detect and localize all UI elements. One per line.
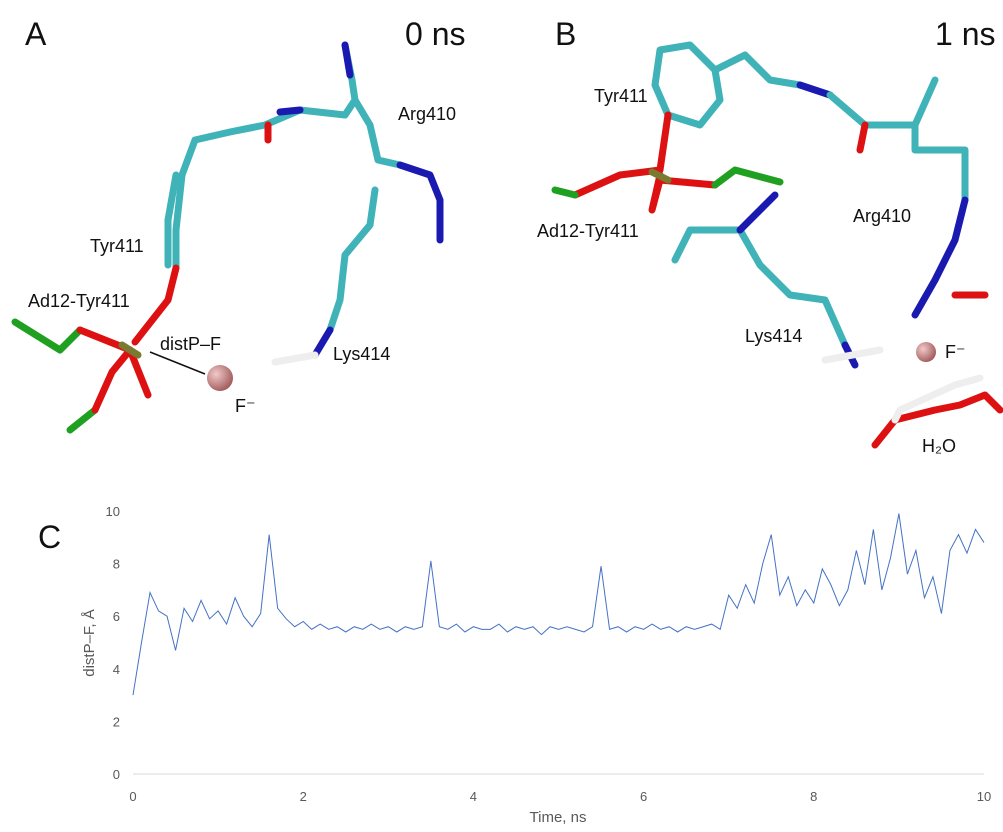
panel-time: 0 ns — [405, 16, 465, 52]
y-tick-label: 2 — [113, 714, 120, 729]
data-line — [133, 514, 984, 695]
y-tick-label: 8 — [113, 557, 120, 572]
label: F⁻ — [235, 396, 256, 416]
y-tick-label: 0 — [113, 767, 120, 782]
label: Arg410 — [853, 206, 911, 226]
plot: 0 2 4 6 8 10 0 2 4 6 8 10 — [106, 504, 992, 804]
y-tick-label: 6 — [113, 609, 120, 624]
x-tick-label: 0 — [129, 789, 136, 804]
label: Lys414 — [333, 344, 390, 364]
x-tick-label: 2 — [300, 789, 307, 804]
x-tick-label: 10 — [977, 789, 991, 804]
panel-time: 1 ns — [935, 16, 995, 52]
x-tick-label: 4 — [470, 789, 477, 804]
label: distP–F — [160, 334, 221, 354]
x-axis-label: Time, ns — [530, 809, 587, 826]
panel-letter: C — [38, 519, 61, 555]
y-tick-label: 10 — [106, 504, 120, 519]
x-tick-label: 8 — [810, 789, 817, 804]
label: Tyr411 — [594, 86, 648, 106]
label: Lys414 — [745, 326, 802, 346]
label: H₂O — [922, 436, 956, 456]
label: Tyr411 — [90, 236, 144, 256]
x-tick-label: 6 — [640, 789, 647, 804]
label: Ad12-Tyr411 — [28, 291, 130, 311]
label: Arg410 — [398, 104, 456, 124]
label: Ad12-Tyr411 — [537, 221, 639, 241]
panel-letter: B — [555, 16, 576, 52]
y-tick-label: 4 — [113, 662, 120, 677]
label: F⁻ — [945, 342, 966, 362]
molecule-a — [15, 45, 440, 430]
y-axis-label: distP–F, Å — [81, 609, 98, 677]
panel-letter: A — [25, 16, 47, 52]
figure: A 0 ns Tyr411 Ad12-Tyr411 distP–F F⁻ Arg… — [0, 0, 1003, 827]
